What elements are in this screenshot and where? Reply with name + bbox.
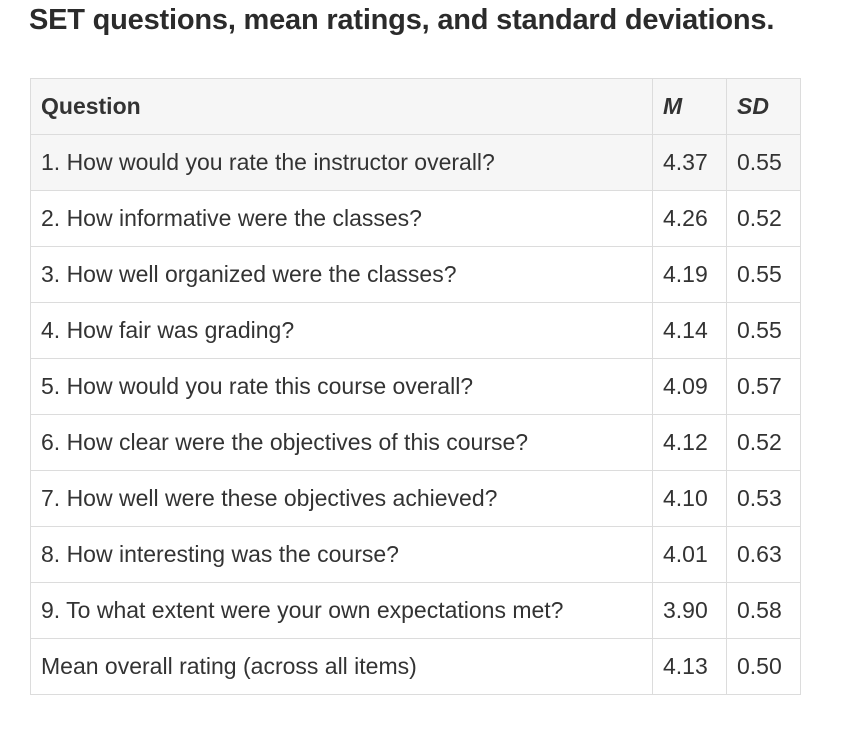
table-row: 6. How clear were the objectives of this…: [30, 414, 801, 471]
sd-cell: 0.52: [726, 414, 801, 471]
mean-cell: 4.01: [652, 526, 727, 583]
header-question: Question: [30, 78, 653, 135]
table-row: 7. How well were these objectives achiev…: [30, 470, 801, 527]
mean-cell: 4.12: [652, 414, 727, 471]
mean-cell: 4.13: [652, 638, 727, 695]
question-cell: 1. How would you rate the instructor ove…: [30, 134, 653, 191]
table-row: 9. To what extent were your own expectat…: [30, 582, 801, 639]
sd-cell: 0.58: [726, 582, 801, 639]
header-mean: M: [652, 78, 727, 135]
sd-cell: 0.55: [726, 302, 801, 359]
question-cell: 5. How would you rate this course overal…: [30, 358, 653, 415]
set-ratings-table: Question M SD 1. How would you rate the …: [30, 78, 801, 695]
question-cell: 2. How informative were the classes?: [30, 190, 653, 247]
table-row: 8. How interesting was the course? 4.01 …: [30, 526, 801, 583]
mean-cell: 4.10: [652, 470, 727, 527]
sd-cell: 0.53: [726, 470, 801, 527]
table-row: 3. How well organized were the classes? …: [30, 246, 801, 303]
table-title: SET questions, mean ratings, and standar…: [29, 4, 775, 36]
sd-cell: 0.55: [726, 246, 801, 303]
question-cell: 9. To what extent were your own expectat…: [30, 582, 653, 639]
question-cell: 6. How clear were the objectives of this…: [30, 414, 653, 471]
mean-cell: 4.14: [652, 302, 727, 359]
mean-cell: 3.90: [652, 582, 727, 639]
mean-cell: 4.09: [652, 358, 727, 415]
summary-row: Mean overall rating (across all items) 4…: [30, 638, 801, 695]
question-cell: 4. How fair was grading?: [30, 302, 653, 359]
mean-cell: 4.19: [652, 246, 727, 303]
sd-cell: 0.57: [726, 358, 801, 415]
question-cell: 8. How interesting was the course?: [30, 526, 653, 583]
question-cell: Mean overall rating (across all items): [30, 638, 653, 695]
sd-cell: 0.52: [726, 190, 801, 247]
question-cell: 3. How well organized were the classes?: [30, 246, 653, 303]
table-row: 4. How fair was grading? 4.14 0.55: [30, 302, 801, 359]
header-row: Question M SD: [30, 78, 801, 135]
sd-cell: 0.63: [726, 526, 801, 583]
mean-cell: 4.26: [652, 190, 727, 247]
question-cell: 7. How well were these objectives achiev…: [30, 470, 653, 527]
sd-cell: 0.50: [726, 638, 801, 695]
table-row: 1. How would you rate the instructor ove…: [30, 134, 801, 191]
table-row: 2. How informative were the classes? 4.2…: [30, 190, 801, 247]
table-row: 5. How would you rate this course overal…: [30, 358, 801, 415]
mean-cell: 4.37: [652, 134, 727, 191]
header-sd: SD: [726, 78, 801, 135]
sd-cell: 0.55: [726, 134, 801, 191]
